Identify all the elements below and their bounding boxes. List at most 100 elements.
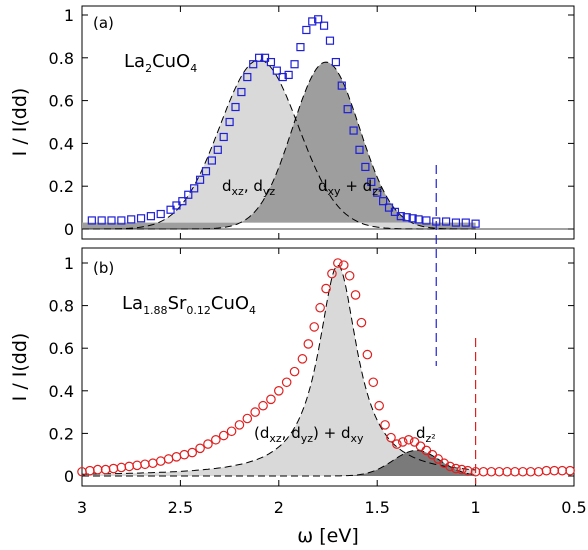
panel-a-component-1-label: dxz, dyz <box>222 177 275 198</box>
y-tick-label: 0.4 <box>49 382 74 401</box>
data-point <box>478 466 489 477</box>
data-point <box>166 205 175 214</box>
panel-b-label: (b) <box>93 259 114 277</box>
data-point <box>85 465 95 476</box>
data-point <box>179 449 190 460</box>
data-point <box>250 407 260 417</box>
data-point <box>355 145 364 154</box>
data-point <box>117 216 126 225</box>
data-point <box>525 466 536 477</box>
x-tick-label: 1.5 <box>364 498 389 517</box>
panel-b: 0 0.2 0.4 0.6 0.8 1 3 2.5 2 1.5 1 0.5 (b) La1.88Sr0… <box>49 247 587 517</box>
data-point <box>541 465 552 476</box>
data-point <box>327 268 337 279</box>
data-point <box>319 21 329 30</box>
data-point <box>203 439 213 449</box>
data-point <box>136 214 146 223</box>
data-point <box>234 420 245 430</box>
panel-a-y-axis-title: I / I(dd) <box>9 88 31 157</box>
panel-a-ticks: 0 0.2 0.4 0.6 0.8 1 <box>49 6 575 239</box>
data-point <box>146 212 155 221</box>
data-point <box>414 215 423 224</box>
y-tick-label: 0.8 <box>49 297 74 316</box>
panel-b-component-fills <box>82 265 476 476</box>
data-point <box>321 283 331 294</box>
data-point <box>156 209 165 219</box>
y-tick-label: 0 <box>64 220 74 239</box>
data-point <box>303 339 314 349</box>
data-point <box>314 15 323 24</box>
y-tick-label: 1 <box>64 254 74 273</box>
panel-b-component-1-curve <box>82 264 476 475</box>
y-tick-label: 0.6 <box>49 92 74 111</box>
data-point <box>178 197 187 206</box>
data-point <box>373 188 382 197</box>
data-point <box>207 156 216 165</box>
data-point <box>384 203 394 212</box>
panel-b-component-1-label: (dxz, dyz) + dxy <box>254 424 364 445</box>
data-point <box>289 366 300 377</box>
data-point <box>127 215 136 224</box>
data-point <box>368 377 379 388</box>
data-point <box>396 212 405 221</box>
data-point <box>390 207 400 216</box>
panel-b-component-2-label: dz² <box>416 424 436 445</box>
data-point <box>518 466 528 477</box>
data-point <box>218 430 229 441</box>
data-point <box>565 465 575 476</box>
data-point <box>97 216 106 225</box>
panel-b-frame <box>81 247 575 487</box>
data-point <box>187 447 198 458</box>
panel-a-component-2-fill <box>82 62 476 229</box>
data-point <box>331 57 340 67</box>
panel-b-component-2-curve <box>82 449 476 477</box>
data-point <box>237 87 246 97</box>
data-point <box>494 466 505 477</box>
panel-a-label: (a) <box>93 14 114 32</box>
data-point <box>258 400 268 411</box>
data-point <box>272 66 281 75</box>
data-point <box>132 460 142 471</box>
data-point <box>315 302 325 313</box>
data-point <box>441 217 451 226</box>
data-point <box>219 132 228 142</box>
y-tick-label: 0 <box>64 467 74 486</box>
data-point <box>290 60 299 69</box>
data-point <box>308 17 317 26</box>
data-point <box>350 290 361 300</box>
data-point <box>278 72 287 82</box>
data-point <box>361 162 370 172</box>
data-point <box>266 394 276 405</box>
data-point <box>273 385 284 396</box>
data-point <box>325 36 335 45</box>
data-point <box>116 462 127 473</box>
data-point <box>281 377 292 388</box>
panel-a: 0 0.2 0.4 0.6 0.8 1 (a) La2CuO4 dxz, dyz dxy … <box>49 5 575 240</box>
data-point <box>397 437 408 447</box>
data-point <box>415 441 426 451</box>
y-tick-label: 0.6 <box>49 339 74 358</box>
data-point <box>337 81 346 90</box>
panel-b-compound-label: La1.88Sr0.12CuO4 <box>122 293 256 317</box>
data-point <box>163 454 174 464</box>
panel-a-frame <box>81 5 575 240</box>
data-point <box>367 177 376 187</box>
data-point <box>380 420 390 430</box>
y-tick-label: 0.8 <box>49 49 74 68</box>
data-point <box>439 458 449 469</box>
data-point <box>190 184 199 193</box>
y-tick-label: 0.4 <box>49 134 74 153</box>
data-point <box>231 102 240 112</box>
panel-a-component-2-label: dxy + dz² <box>318 177 382 198</box>
data-point <box>422 216 431 225</box>
x-tick-label: 0.5 <box>561 498 586 517</box>
data-point <box>140 459 150 470</box>
data-point <box>333 258 343 268</box>
data-point <box>557 465 567 476</box>
panel-b-ticks: 0 0.2 0.4 0.6 0.8 1 3 2.5 2 1.5 1 0.5 <box>49 248 587 517</box>
panel-b-component-1-fill <box>82 265 476 476</box>
data-point <box>242 413 253 424</box>
data-point <box>297 354 308 364</box>
data-point <box>451 463 461 474</box>
